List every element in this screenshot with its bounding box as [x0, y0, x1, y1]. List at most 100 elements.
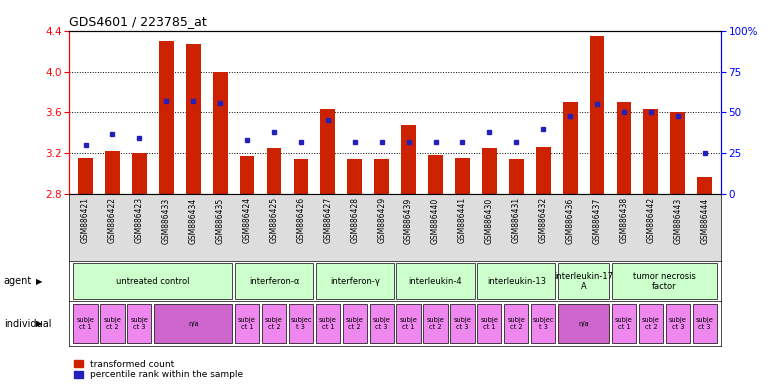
- Text: subje
ct 2: subje ct 2: [346, 317, 364, 330]
- Text: interferon-γ: interferon-γ: [330, 277, 379, 286]
- Bar: [315, 263, 394, 300]
- Bar: [73, 263, 232, 300]
- Text: subje
ct 1: subje ct 1: [615, 317, 633, 330]
- Text: subje
ct 1: subje ct 1: [76, 317, 95, 330]
- Bar: [423, 304, 448, 343]
- Bar: [315, 304, 340, 343]
- Bar: [78, 158, 93, 194]
- Text: GSM886434: GSM886434: [189, 197, 197, 243]
- Text: interleukin-17
A: interleukin-17 A: [554, 271, 613, 291]
- Text: GSM886438: GSM886438: [619, 197, 628, 243]
- Text: GSM886428: GSM886428: [350, 197, 359, 243]
- Bar: [154, 304, 232, 343]
- Bar: [105, 151, 120, 194]
- Bar: [671, 112, 685, 194]
- Text: n/a: n/a: [188, 321, 199, 326]
- Text: subje
ct 1: subje ct 1: [319, 317, 337, 330]
- Text: GSM886436: GSM886436: [566, 197, 574, 243]
- Text: GSM886433: GSM886433: [162, 197, 171, 243]
- Text: subje
ct 2: subje ct 2: [265, 317, 283, 330]
- Text: tumor necrosis
factor: tumor necrosis factor: [633, 271, 695, 291]
- Text: GSM886426: GSM886426: [296, 197, 305, 243]
- Bar: [262, 304, 286, 343]
- Text: GSM886430: GSM886430: [485, 197, 494, 243]
- Text: GSM886443: GSM886443: [673, 197, 682, 243]
- Text: GSM886431: GSM886431: [512, 197, 520, 243]
- Bar: [639, 304, 663, 343]
- Bar: [558, 304, 609, 343]
- Bar: [450, 304, 475, 343]
- Bar: [477, 263, 555, 300]
- Text: ▶: ▶: [36, 277, 42, 286]
- Bar: [321, 109, 335, 194]
- Text: individual: individual: [4, 318, 52, 329]
- Text: subjec
t 3: subjec t 3: [533, 317, 554, 330]
- Text: interferon-α: interferon-α: [249, 277, 299, 286]
- Bar: [692, 304, 717, 343]
- Bar: [396, 304, 421, 343]
- Text: GSM886429: GSM886429: [377, 197, 386, 243]
- Text: GSM886442: GSM886442: [646, 197, 655, 243]
- Text: subje
ct 2: subje ct 2: [642, 317, 660, 330]
- Bar: [342, 304, 367, 343]
- Text: subje
ct 2: subje ct 2: [103, 317, 121, 330]
- Bar: [186, 44, 200, 194]
- Text: subje
ct 1: subje ct 1: [238, 317, 256, 330]
- Bar: [509, 159, 524, 194]
- Bar: [235, 304, 259, 343]
- Bar: [235, 263, 313, 300]
- Bar: [612, 263, 717, 300]
- Bar: [348, 159, 362, 194]
- Text: subje
ct 3: subje ct 3: [130, 317, 148, 330]
- Bar: [401, 124, 416, 194]
- Text: subje
ct 1: subje ct 1: [480, 317, 498, 330]
- Bar: [590, 36, 604, 194]
- Bar: [617, 102, 631, 194]
- Bar: [73, 304, 98, 343]
- Text: GSM886427: GSM886427: [323, 197, 332, 243]
- Text: GSM886424: GSM886424: [243, 197, 251, 243]
- Text: n/a: n/a: [578, 321, 589, 326]
- Bar: [504, 304, 528, 343]
- Text: GSM886437: GSM886437: [593, 197, 601, 243]
- Bar: [612, 304, 636, 343]
- Text: subje
ct 3: subje ct 3: [695, 317, 714, 330]
- Bar: [213, 71, 227, 194]
- Text: subje
ct 1: subje ct 1: [399, 317, 418, 330]
- Bar: [159, 41, 173, 194]
- Bar: [127, 304, 151, 343]
- Bar: [240, 156, 254, 194]
- Bar: [428, 155, 443, 194]
- Bar: [455, 158, 470, 194]
- Text: agent: agent: [4, 276, 32, 286]
- Bar: [374, 159, 389, 194]
- Text: GSM886423: GSM886423: [135, 197, 144, 243]
- Bar: [531, 304, 555, 343]
- Bar: [665, 304, 690, 343]
- Text: subje
ct 3: subje ct 3: [372, 317, 391, 330]
- Bar: [132, 153, 146, 194]
- Legend: transformed count, percentile rank within the sample: transformed count, percentile rank withi…: [74, 360, 244, 379]
- Bar: [536, 147, 550, 194]
- Text: subje
ct 2: subje ct 2: [507, 317, 525, 330]
- Bar: [558, 263, 609, 300]
- Text: GSM886444: GSM886444: [700, 197, 709, 243]
- Bar: [697, 177, 712, 194]
- Bar: [563, 102, 577, 194]
- Bar: [482, 148, 497, 194]
- Text: subjec
t 3: subjec t 3: [290, 317, 311, 330]
- Bar: [369, 304, 394, 343]
- Text: subje
ct 3: subje ct 3: [453, 317, 471, 330]
- Bar: [644, 109, 658, 194]
- Bar: [267, 148, 281, 194]
- Text: GSM886435: GSM886435: [216, 197, 224, 243]
- Text: GSM886440: GSM886440: [431, 197, 440, 243]
- Text: GSM886421: GSM886421: [81, 197, 90, 243]
- Text: GSM886432: GSM886432: [539, 197, 547, 243]
- Text: subje
ct 3: subje ct 3: [669, 317, 687, 330]
- Bar: [396, 263, 475, 300]
- Text: GDS4601 / 223785_at: GDS4601 / 223785_at: [69, 15, 207, 28]
- Text: ▶: ▶: [36, 319, 42, 328]
- Bar: [294, 159, 308, 194]
- Text: untreated control: untreated control: [116, 277, 190, 286]
